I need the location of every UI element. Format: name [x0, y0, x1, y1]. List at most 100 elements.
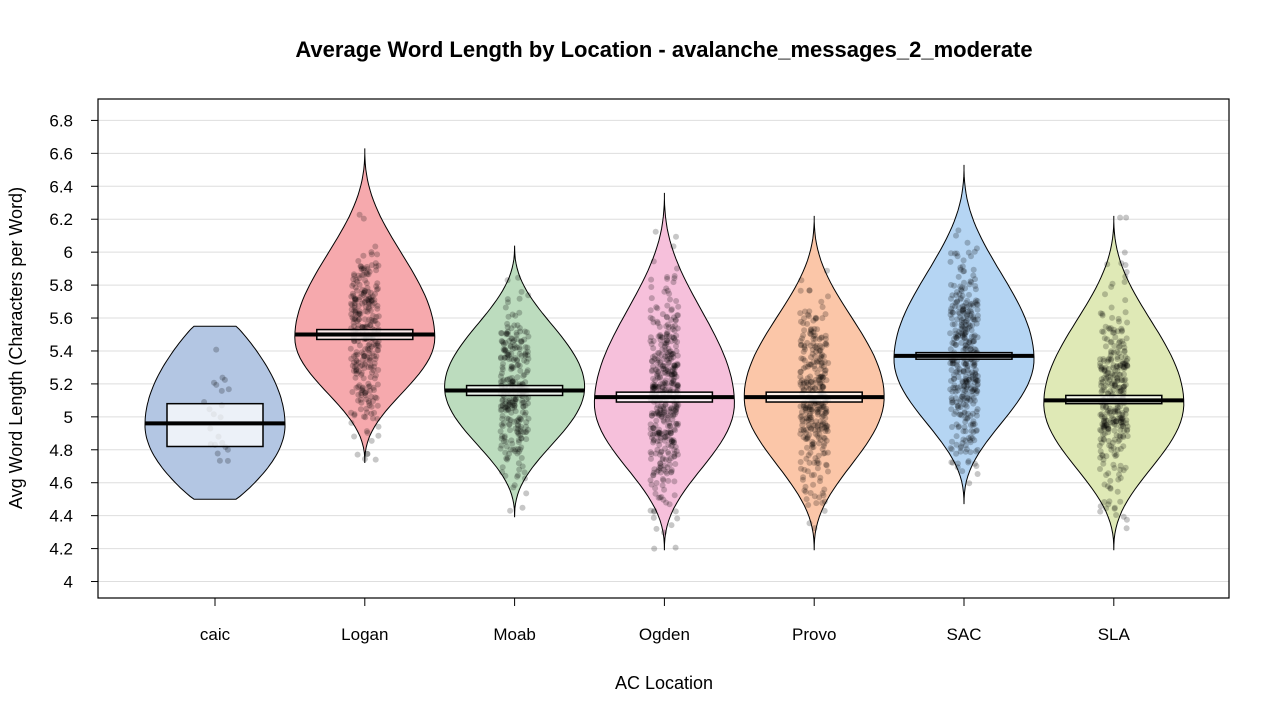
- data-point: [375, 285, 381, 292]
- data-point: [803, 430, 809, 437]
- data-point: [671, 447, 678, 454]
- data-point: [1105, 426, 1112, 433]
- data-point: [805, 311, 811, 318]
- data-point: [651, 545, 658, 552]
- data-point: [671, 492, 678, 499]
- data-point: [671, 275, 678, 282]
- data-point: [967, 439, 974, 446]
- data-point: [971, 437, 978, 444]
- data-point: [960, 306, 967, 313]
- data-point: [224, 446, 231, 453]
- data-point: [1124, 355, 1131, 362]
- data-point: [960, 383, 967, 390]
- data-point: [370, 384, 377, 391]
- data-point: [798, 409, 805, 416]
- data-point: [809, 444, 816, 451]
- data-point: [966, 480, 973, 487]
- y-tick-label: 4.8: [49, 441, 73, 460]
- data-point: [664, 339, 671, 345]
- data-point: [516, 351, 523, 357]
- y-tick-label: 5.6: [49, 309, 73, 328]
- data-point: [506, 375, 513, 382]
- data-point: [519, 400, 526, 406]
- data-point: [808, 328, 815, 335]
- data-point: [1112, 406, 1119, 413]
- data-point: [953, 369, 960, 376]
- data-point: [1119, 360, 1126, 367]
- data-point: [947, 360, 954, 367]
- data-point: [515, 472, 521, 479]
- data-point: [662, 353, 669, 360]
- data-point: [372, 356, 379, 362]
- data-point: [1110, 445, 1117, 452]
- data-point: [1111, 436, 1118, 443]
- data-point: [374, 251, 381, 258]
- data-point: [350, 367, 357, 374]
- data-point: [949, 360, 956, 367]
- data-point: [660, 365, 667, 372]
- data-point: [955, 403, 961, 410]
- data-point: [516, 414, 523, 421]
- data-point: [354, 318, 361, 324]
- data-point: [1122, 262, 1129, 268]
- data-point: [1108, 348, 1115, 355]
- data-point: [823, 408, 830, 415]
- data-point: [1122, 411, 1129, 418]
- data-point: [974, 377, 981, 384]
- data-point: [350, 292, 357, 299]
- data-point: [973, 387, 980, 394]
- data-point: [952, 408, 959, 415]
- data-point: [505, 397, 512, 404]
- data-point: [958, 317, 965, 323]
- data-point: [351, 353, 357, 360]
- data-point: [652, 382, 659, 389]
- data-point: [960, 315, 967, 322]
- data-point: [957, 404, 964, 410]
- data-point: [1105, 366, 1112, 372]
- data-point: [512, 396, 519, 403]
- data-point: [368, 437, 375, 444]
- data-point: [813, 345, 820, 351]
- data-point: [375, 347, 382, 354]
- data-point: [1110, 408, 1117, 415]
- data-point: [1104, 483, 1111, 490]
- data-point: [814, 465, 821, 472]
- data-point: [817, 418, 824, 425]
- data-point: [819, 446, 826, 453]
- data-point: [665, 365, 671, 372]
- data-point: [367, 364, 374, 371]
- data-point: [372, 394, 379, 401]
- data-point: [658, 448, 665, 455]
- data-point: [954, 402, 961, 409]
- data-point: [517, 415, 524, 422]
- data-point: [1099, 312, 1106, 319]
- data-point: [963, 317, 970, 324]
- data-point: [374, 305, 381, 312]
- data-point: [1107, 484, 1114, 491]
- data-point: [647, 307, 654, 314]
- data-point: [498, 406, 505, 413]
- data-point: [1110, 364, 1117, 371]
- data-point: [805, 313, 812, 320]
- data-point: [359, 387, 366, 394]
- data-point: [958, 286, 965, 293]
- data-point: [819, 374, 826, 381]
- data-point: [659, 384, 666, 391]
- data-point: [964, 395, 971, 402]
- data-point: [1110, 386, 1117, 393]
- data-point: [351, 433, 358, 440]
- data-point: [365, 364, 372, 371]
- data-point: [1114, 407, 1121, 414]
- data-point: [1115, 438, 1122, 445]
- data-point: [506, 450, 513, 457]
- data-point: [824, 423, 831, 430]
- data-point: [803, 384, 810, 390]
- data-point: [353, 384, 360, 391]
- data-point: [1116, 318, 1122, 325]
- data-point: [956, 310, 963, 317]
- data-point: [351, 295, 358, 302]
- data-point: [803, 455, 810, 462]
- data-point: [673, 401, 680, 408]
- data-point: [1097, 454, 1104, 461]
- data-point: [1108, 412, 1115, 419]
